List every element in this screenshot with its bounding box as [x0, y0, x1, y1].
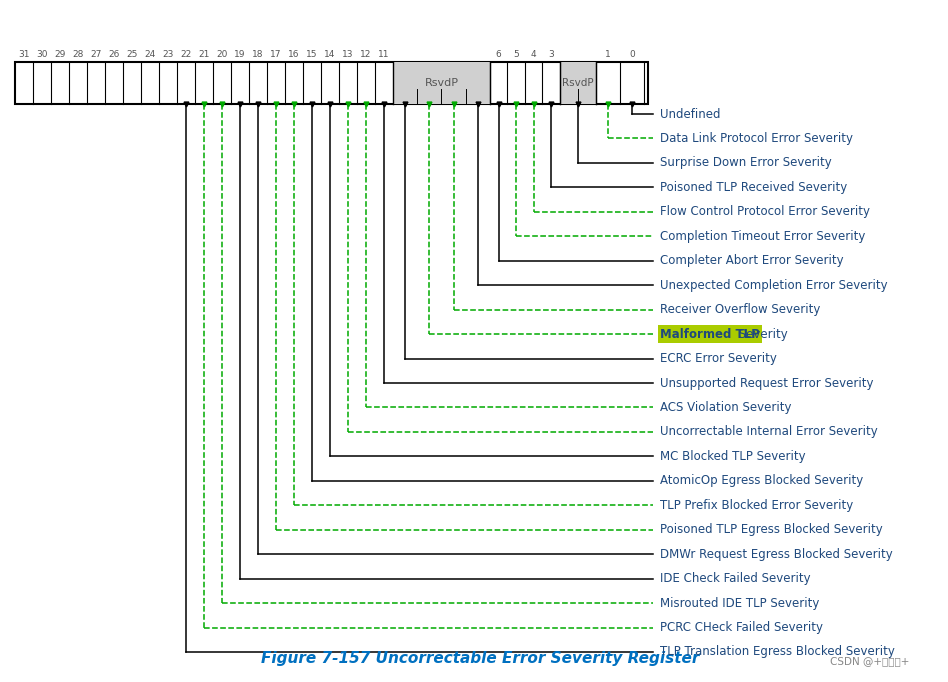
Text: 23: 23: [162, 50, 173, 59]
Bar: [393, 62, 490, 104]
Text: Receiver Overflow Severity: Receiver Overflow Severity: [660, 303, 820, 316]
Text: 19: 19: [234, 50, 246, 59]
Text: 16: 16: [288, 50, 300, 59]
Text: Uncorrectable Internal Error Severity: Uncorrectable Internal Error Severity: [660, 426, 878, 439]
Text: 31: 31: [18, 50, 29, 59]
Text: RsvdP: RsvdP: [425, 78, 459, 88]
Text: 20: 20: [216, 50, 228, 59]
Text: 22: 22: [180, 50, 191, 59]
Text: Figure 7-157 Uncorrectable Error Severity Register: Figure 7-157 Uncorrectable Error Severit…: [261, 651, 700, 666]
Text: 26: 26: [108, 50, 119, 59]
Text: 3: 3: [548, 50, 555, 59]
Text: ACS Violation Severity: ACS Violation Severity: [660, 401, 792, 414]
Text: 18: 18: [252, 50, 264, 59]
Text: MC Blocked TLP Severity: MC Blocked TLP Severity: [660, 450, 806, 463]
Text: Undefined: Undefined: [660, 108, 720, 121]
Text: Unsupported Request Error Severity: Unsupported Request Error Severity: [660, 376, 873, 389]
Bar: [15, 62, 648, 104]
Text: Malformed TLP: Malformed TLP: [660, 327, 759, 340]
Text: Flow Control Protocol Error Severity: Flow Control Protocol Error Severity: [660, 205, 870, 218]
Text: 29: 29: [54, 50, 65, 59]
Text: 13: 13: [342, 50, 354, 59]
Text: IDE Check Failed Severity: IDE Check Failed Severity: [660, 572, 811, 585]
Text: 30: 30: [36, 50, 47, 59]
Text: Completer Abort Error Severity: Completer Abort Error Severity: [660, 254, 844, 267]
Bar: [560, 62, 596, 104]
Text: PCRC CHeck Failed Severity: PCRC CHeck Failed Severity: [660, 621, 823, 634]
Text: Surprise Down Error Severity: Surprise Down Error Severity: [660, 156, 831, 169]
Text: 1: 1: [605, 50, 611, 59]
Text: 24: 24: [144, 50, 155, 59]
Text: 27: 27: [90, 50, 101, 59]
Text: 17: 17: [270, 50, 282, 59]
Text: 6: 6: [496, 50, 501, 59]
Text: Unexpected Completion Error Severity: Unexpected Completion Error Severity: [660, 279, 887, 292]
Text: 28: 28: [72, 50, 83, 59]
Text: AtomicOp Egress Blocked Severity: AtomicOp Egress Blocked Severity: [660, 474, 864, 488]
Text: ECRC Error Severity: ECRC Error Severity: [660, 352, 776, 365]
Text: TLP Translation Egress Blocked Severity: TLP Translation Egress Blocked Severity: [660, 645, 895, 659]
Text: 11: 11: [378, 50, 390, 59]
Text: DMWr Request Egress Blocked Severity: DMWr Request Egress Blocked Severity: [660, 548, 893, 561]
Text: Completion Timeout Error Severity: Completion Timeout Error Severity: [660, 230, 866, 243]
Text: 4: 4: [531, 50, 537, 59]
Text: TLP Prefix Blocked Error Severity: TLP Prefix Blocked Error Severity: [660, 499, 853, 512]
Text: 15: 15: [306, 50, 318, 59]
Text: RsvdP: RsvdP: [562, 78, 593, 88]
Text: Poisoned TLP Egress Blocked Severity: Poisoned TLP Egress Blocked Severity: [660, 523, 883, 536]
Text: 25: 25: [126, 50, 137, 59]
Text: 14: 14: [324, 50, 336, 59]
Text: 12: 12: [360, 50, 372, 59]
Text: CSDN @+徐火火+: CSDN @+徐火火+: [830, 656, 910, 666]
Text: Severity: Severity: [736, 327, 788, 340]
Text: 5: 5: [514, 50, 520, 59]
Text: 0: 0: [629, 50, 635, 59]
Text: Misrouted IDE TLP Severity: Misrouted IDE TLP Severity: [660, 597, 819, 610]
Text: Poisoned TLP Received Severity: Poisoned TLP Received Severity: [660, 181, 848, 194]
Text: 21: 21: [198, 50, 210, 59]
Text: Data Link Protocol Error Severity: Data Link Protocol Error Severity: [660, 132, 853, 145]
